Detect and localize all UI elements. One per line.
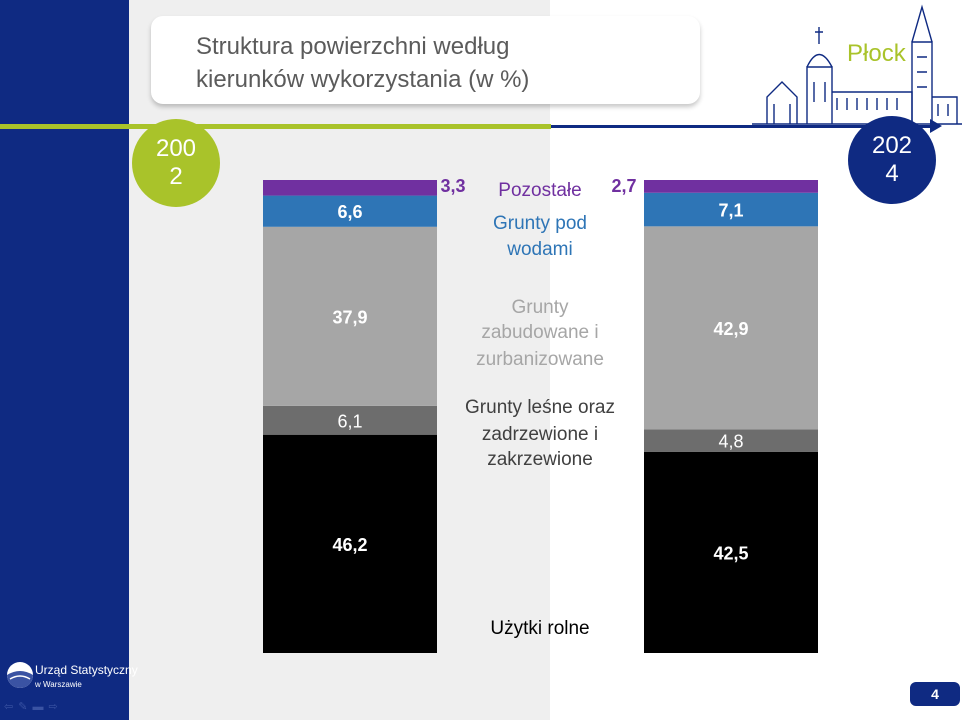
legend-label: Użytki rolne — [490, 618, 589, 639]
logo-icon — [7, 662, 33, 688]
data-label: 6,1 — [337, 411, 362, 431]
data-label: 3,3 — [440, 176, 465, 196]
bar-segment — [263, 226, 437, 406]
bar-segment — [644, 180, 818, 193]
data-label: 42,5 — [713, 543, 748, 563]
year-right-line-2: 4 — [885, 160, 899, 187]
year-2024-badge: 202 4 — [848, 116, 936, 204]
title-line-2: kierunków wykorzystania (w %) — [196, 66, 530, 93]
menu-icon[interactable]: ▬ — [32, 701, 49, 713]
data-label: 42,9 — [713, 319, 748, 339]
legend-label: Grunty pod — [493, 213, 587, 234]
logo-subtext: w Warszawie — [35, 680, 82, 689]
year-2002-badge: 200 2 — [132, 119, 220, 207]
page-number: 4 — [910, 682, 960, 706]
legend-label: zurbanizowane — [476, 349, 604, 370]
legend-label: zabudowane i — [481, 322, 598, 343]
timeline-line-left — [0, 124, 551, 129]
year-right-line-1: 202 — [871, 132, 913, 159]
legend-label: zadrzewione i — [482, 424, 598, 445]
city-name: Płock — [847, 40, 906, 67]
data-label: 2,7 — [611, 176, 636, 196]
legend-label: Grunty leśne oraz — [465, 397, 615, 418]
legend-label: Pozostałe — [498, 180, 581, 201]
bar-segment — [644, 429, 818, 452]
data-label: 6,6 — [337, 202, 362, 222]
bar-segment — [263, 180, 437, 196]
data-label: 4,8 — [718, 432, 743, 452]
forward-arrow-icon[interactable]: ⇨ — [48, 701, 63, 713]
back-arrow-icon[interactable]: ⇦ — [4, 701, 19, 713]
data-label: 7,1 — [718, 201, 743, 221]
logo-text: Urząd Statystyczny — [35, 663, 138, 677]
bar-segment — [644, 192, 818, 227]
data-label: 46,2 — [332, 535, 367, 555]
timeline-line-right — [551, 125, 934, 128]
timeline-arrow-icon — [930, 119, 942, 133]
legend-label: zakrzewione — [487, 449, 593, 470]
title-line-1: Struktura powierzchni według — [196, 33, 510, 60]
title-box: Struktura powierzchni według kierunków w… — [151, 16, 700, 104]
city-skyline-illustration — [752, 4, 962, 125]
bar-segment — [263, 434, 437, 653]
slide-navigation[interactable]: ⇦✎▬⇨ — [4, 700, 63, 713]
year-left-line-2: 2 — [169, 163, 183, 190]
legend-label: Grunty — [511, 297, 569, 318]
pen-icon[interactable]: ✎ — [18, 701, 33, 713]
legend-label: wodami — [506, 239, 572, 260]
data-label: 37,9 — [332, 307, 367, 327]
sidebar — [0, 0, 129, 720]
year-left-line-1: 200 — [155, 135, 197, 162]
bar-segment — [644, 451, 818, 653]
bar-segment — [263, 195, 437, 227]
bar-segment — [263, 405, 437, 435]
bar-segment — [644, 226, 818, 430]
